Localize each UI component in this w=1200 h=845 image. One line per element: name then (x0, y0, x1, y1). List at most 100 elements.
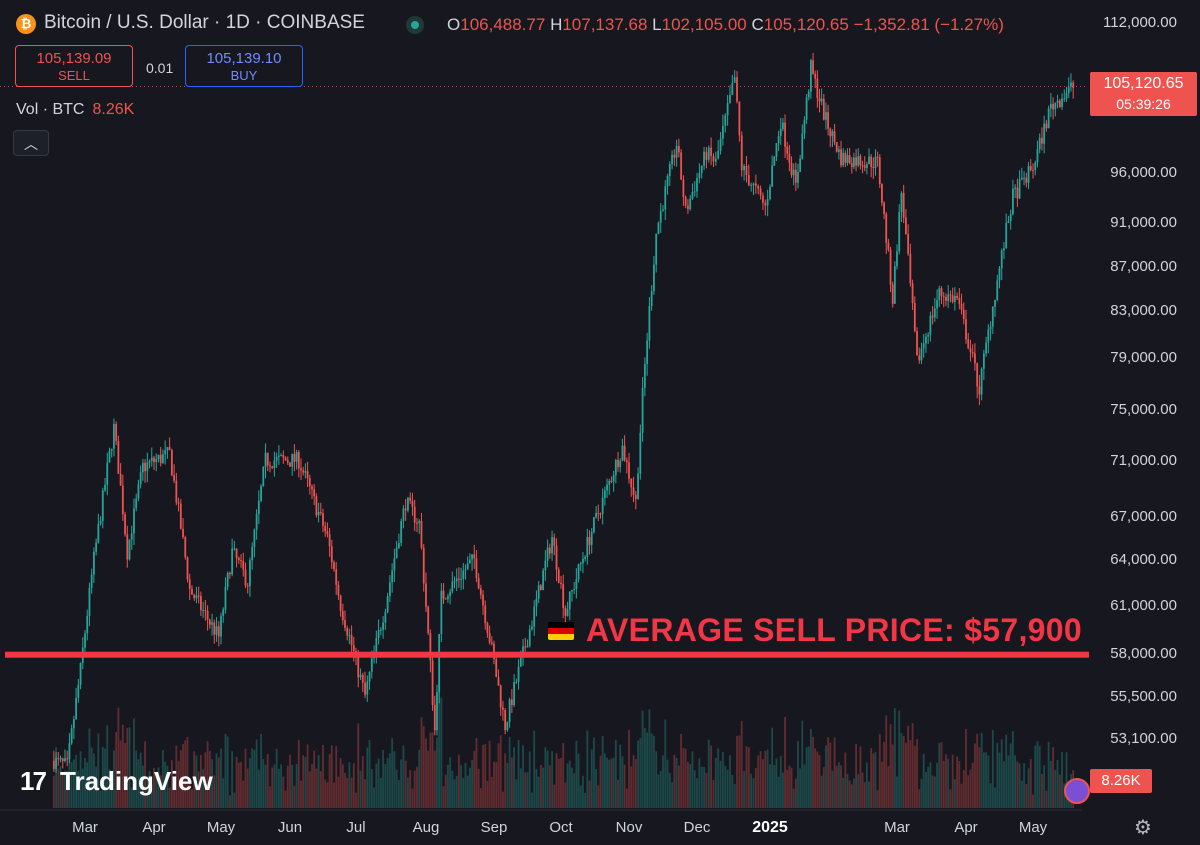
candle-body (195, 595, 198, 599)
candle-body (1041, 137, 1043, 144)
volume-bar (166, 765, 169, 808)
volume-bar (370, 769, 373, 808)
candle-body (235, 548, 238, 558)
candle-body (95, 542, 98, 552)
candle-body (524, 646, 527, 648)
volume-bar (677, 765, 680, 808)
volume-bar (680, 734, 683, 808)
candle-body (773, 156, 776, 166)
volume-bar (240, 761, 242, 808)
candle-body (322, 513, 324, 527)
sell-button[interactable]: 105,139.09 SELL (15, 45, 133, 87)
candle-body (269, 465, 271, 467)
candle-body (546, 547, 549, 561)
candle-body (458, 578, 460, 580)
volume-bar (264, 764, 267, 808)
y-tick-label: 64,000.00 (1110, 551, 1177, 568)
volume-bar (777, 776, 780, 808)
candle-body (929, 315, 932, 335)
candle-body (1070, 82, 1072, 87)
volume-bar (632, 755, 635, 808)
volume-bar (162, 750, 164, 808)
volume-bar (933, 776, 936, 808)
high-label: H (550, 15, 563, 34)
volume-bar (606, 757, 608, 808)
volume-bar (464, 762, 467, 808)
y-tick-label: 91,000.00 (1110, 214, 1177, 231)
volume-bar (724, 765, 727, 808)
candle-body (328, 534, 331, 547)
candle-body (255, 514, 258, 530)
volume-bar (657, 774, 660, 808)
candle-body (289, 462, 291, 467)
volume-bar (139, 752, 142, 808)
candle-body (251, 546, 254, 561)
volume-bar (863, 782, 866, 808)
volume-bar (874, 751, 877, 808)
candle-body (733, 77, 736, 83)
y-tick-label: 55,500.00 (1110, 688, 1177, 705)
volume-bar (759, 751, 762, 808)
volume-bar (729, 755, 731, 808)
candle-body (687, 205, 689, 210)
volume-bar (359, 770, 362, 808)
candle-body (280, 455, 282, 457)
volume-bar (425, 738, 427, 808)
candle-body (876, 156, 879, 158)
volume-bar (859, 746, 862, 808)
volume-bar (584, 793, 587, 808)
volume-bar (253, 749, 256, 808)
candle-body (55, 757, 57, 769)
buy-button[interactable]: 105,139.10 BUY (185, 45, 303, 87)
candle-body (584, 556, 587, 559)
volume-bar (809, 729, 812, 808)
volume-bar (168, 787, 171, 808)
candle-body (339, 595, 342, 612)
volume-bar (555, 753, 558, 808)
volume-bar (700, 766, 703, 808)
volume-bar (714, 758, 717, 808)
candle-body (130, 533, 133, 540)
volume-bar (418, 749, 421, 808)
volume-bar (586, 730, 589, 808)
avatar[interactable] (1064, 778, 1090, 804)
volume-bar (743, 770, 745, 808)
x-tick-label: 2025 (752, 819, 788, 836)
candle-body (900, 192, 903, 212)
candle-body (887, 242, 890, 250)
candle-body (553, 537, 556, 546)
volume-bar (269, 786, 271, 808)
candle-body (729, 94, 731, 103)
candle-body (431, 660, 434, 705)
candle-body (829, 128, 832, 137)
collapse-legend-button[interactable]: ︿ (13, 130, 49, 156)
volume-bar (407, 777, 409, 808)
candle-body (1047, 108, 1050, 129)
candle-body (982, 353, 985, 369)
close-value: 105,120.65 (763, 15, 849, 34)
volume-bar (610, 758, 613, 808)
candle-body (643, 363, 646, 388)
volume-bar (650, 733, 653, 808)
volume-bar (816, 751, 819, 808)
gear-icon[interactable]: ⚙ (1134, 817, 1152, 839)
volume-bar (786, 769, 789, 808)
volume-bar (664, 719, 667, 808)
symbol-title[interactable]: Bitcoin / U.S. Dollar · 1D · COINBASE (44, 12, 365, 33)
buy-price: 105,139.10 (206, 50, 282, 67)
volume-bar (395, 769, 398, 808)
volume-bar (84, 757, 86, 808)
volume-bar (628, 729, 630, 808)
candle-body (115, 424, 118, 441)
y-tick-label: 67,000.00 (1110, 508, 1177, 525)
volume-bar (1000, 739, 1003, 808)
volume-bar (95, 766, 98, 808)
candle-body (242, 560, 245, 570)
candle-body (677, 145, 680, 153)
candle-body (710, 147, 713, 157)
candle-body (933, 308, 936, 318)
tradingview-logo[interactable]: 17 TradingView (20, 766, 213, 797)
volume-bar (1018, 763, 1021, 808)
volume-bar (949, 789, 952, 808)
